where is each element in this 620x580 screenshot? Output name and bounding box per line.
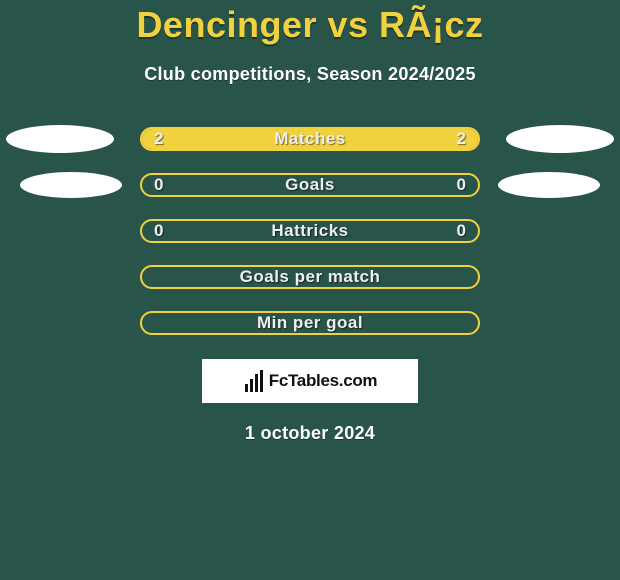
stat-row: 0 Hattricks 0	[0, 219, 620, 243]
fctables-logo[interactable]: FcTables.com	[202, 359, 418, 403]
stat-row: 0 Goals 0	[0, 173, 620, 197]
stat-value-left: 0	[154, 221, 163, 241]
player-avatar-left	[6, 125, 114, 153]
stat-bar: 0 Goals 0	[140, 173, 480, 197]
stat-value-right: 0	[457, 221, 466, 241]
stat-bar: Min per goal	[140, 311, 480, 335]
bar-chart-icon	[243, 370, 265, 392]
stat-value-right: 2	[457, 129, 466, 149]
logo-text: FcTables.com	[269, 371, 378, 391]
team-badge-right	[498, 172, 600, 198]
stat-value-right: 0	[457, 175, 466, 195]
stat-row: Min per goal	[0, 311, 620, 335]
as-of-date: 1 october 2024	[0, 423, 620, 444]
player-avatar-right	[506, 125, 614, 153]
stat-value-left: 2	[154, 129, 163, 149]
stat-value-left: 0	[154, 175, 163, 195]
stat-row: 2 Matches 2	[0, 127, 620, 151]
stat-bar: 2 Matches 2	[140, 127, 480, 151]
title: Dencinger vs RÃ¡cz	[0, 4, 620, 46]
stat-label: Goals per match	[240, 267, 381, 287]
stats-rows: 2 Matches 2 0 Goals 0 0 Hattricks	[0, 127, 620, 335]
stat-label: Min per goal	[257, 313, 363, 333]
stat-label: Matches	[274, 129, 346, 149]
stat-label: Goals	[285, 175, 335, 195]
team-badge-left	[20, 172, 122, 198]
stat-bar: 0 Hattricks 0	[140, 219, 480, 243]
stat-row: Goals per match	[0, 265, 620, 289]
comparison-card: Dencinger vs RÃ¡cz Club competitions, Se…	[0, 0, 620, 444]
stat-bar: Goals per match	[140, 265, 480, 289]
stat-label: Hattricks	[271, 221, 348, 241]
subtitle: Club competitions, Season 2024/2025	[0, 64, 620, 85]
